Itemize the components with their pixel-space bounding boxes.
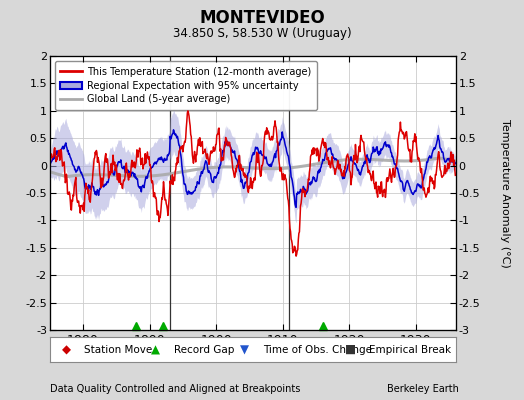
Text: Time of Obs. Change: Time of Obs. Change bbox=[263, 344, 372, 354]
Text: 34.850 S, 58.530 W (Uruguay): 34.850 S, 58.530 W (Uruguay) bbox=[173, 28, 351, 40]
Text: ▲: ▲ bbox=[151, 343, 160, 356]
Legend: This Temperature Station (12-month average), Regional Expectation with 95% uncer: This Temperature Station (12-month avera… bbox=[54, 61, 317, 110]
Text: Empirical Break: Empirical Break bbox=[368, 344, 451, 354]
Text: Station Move: Station Move bbox=[84, 344, 152, 354]
Text: Record Gap: Record Gap bbox=[173, 344, 234, 354]
Text: ▼: ▼ bbox=[240, 343, 249, 356]
Text: ■: ■ bbox=[345, 343, 356, 356]
Text: MONTEVIDEO: MONTEVIDEO bbox=[199, 9, 325, 27]
Text: Berkeley Earth: Berkeley Earth bbox=[387, 384, 458, 394]
Text: ◆: ◆ bbox=[61, 343, 71, 356]
Text: Data Quality Controlled and Aligned at Breakpoints: Data Quality Controlled and Aligned at B… bbox=[50, 384, 300, 394]
Y-axis label: Temperature Anomaly (°C): Temperature Anomaly (°C) bbox=[500, 119, 510, 267]
